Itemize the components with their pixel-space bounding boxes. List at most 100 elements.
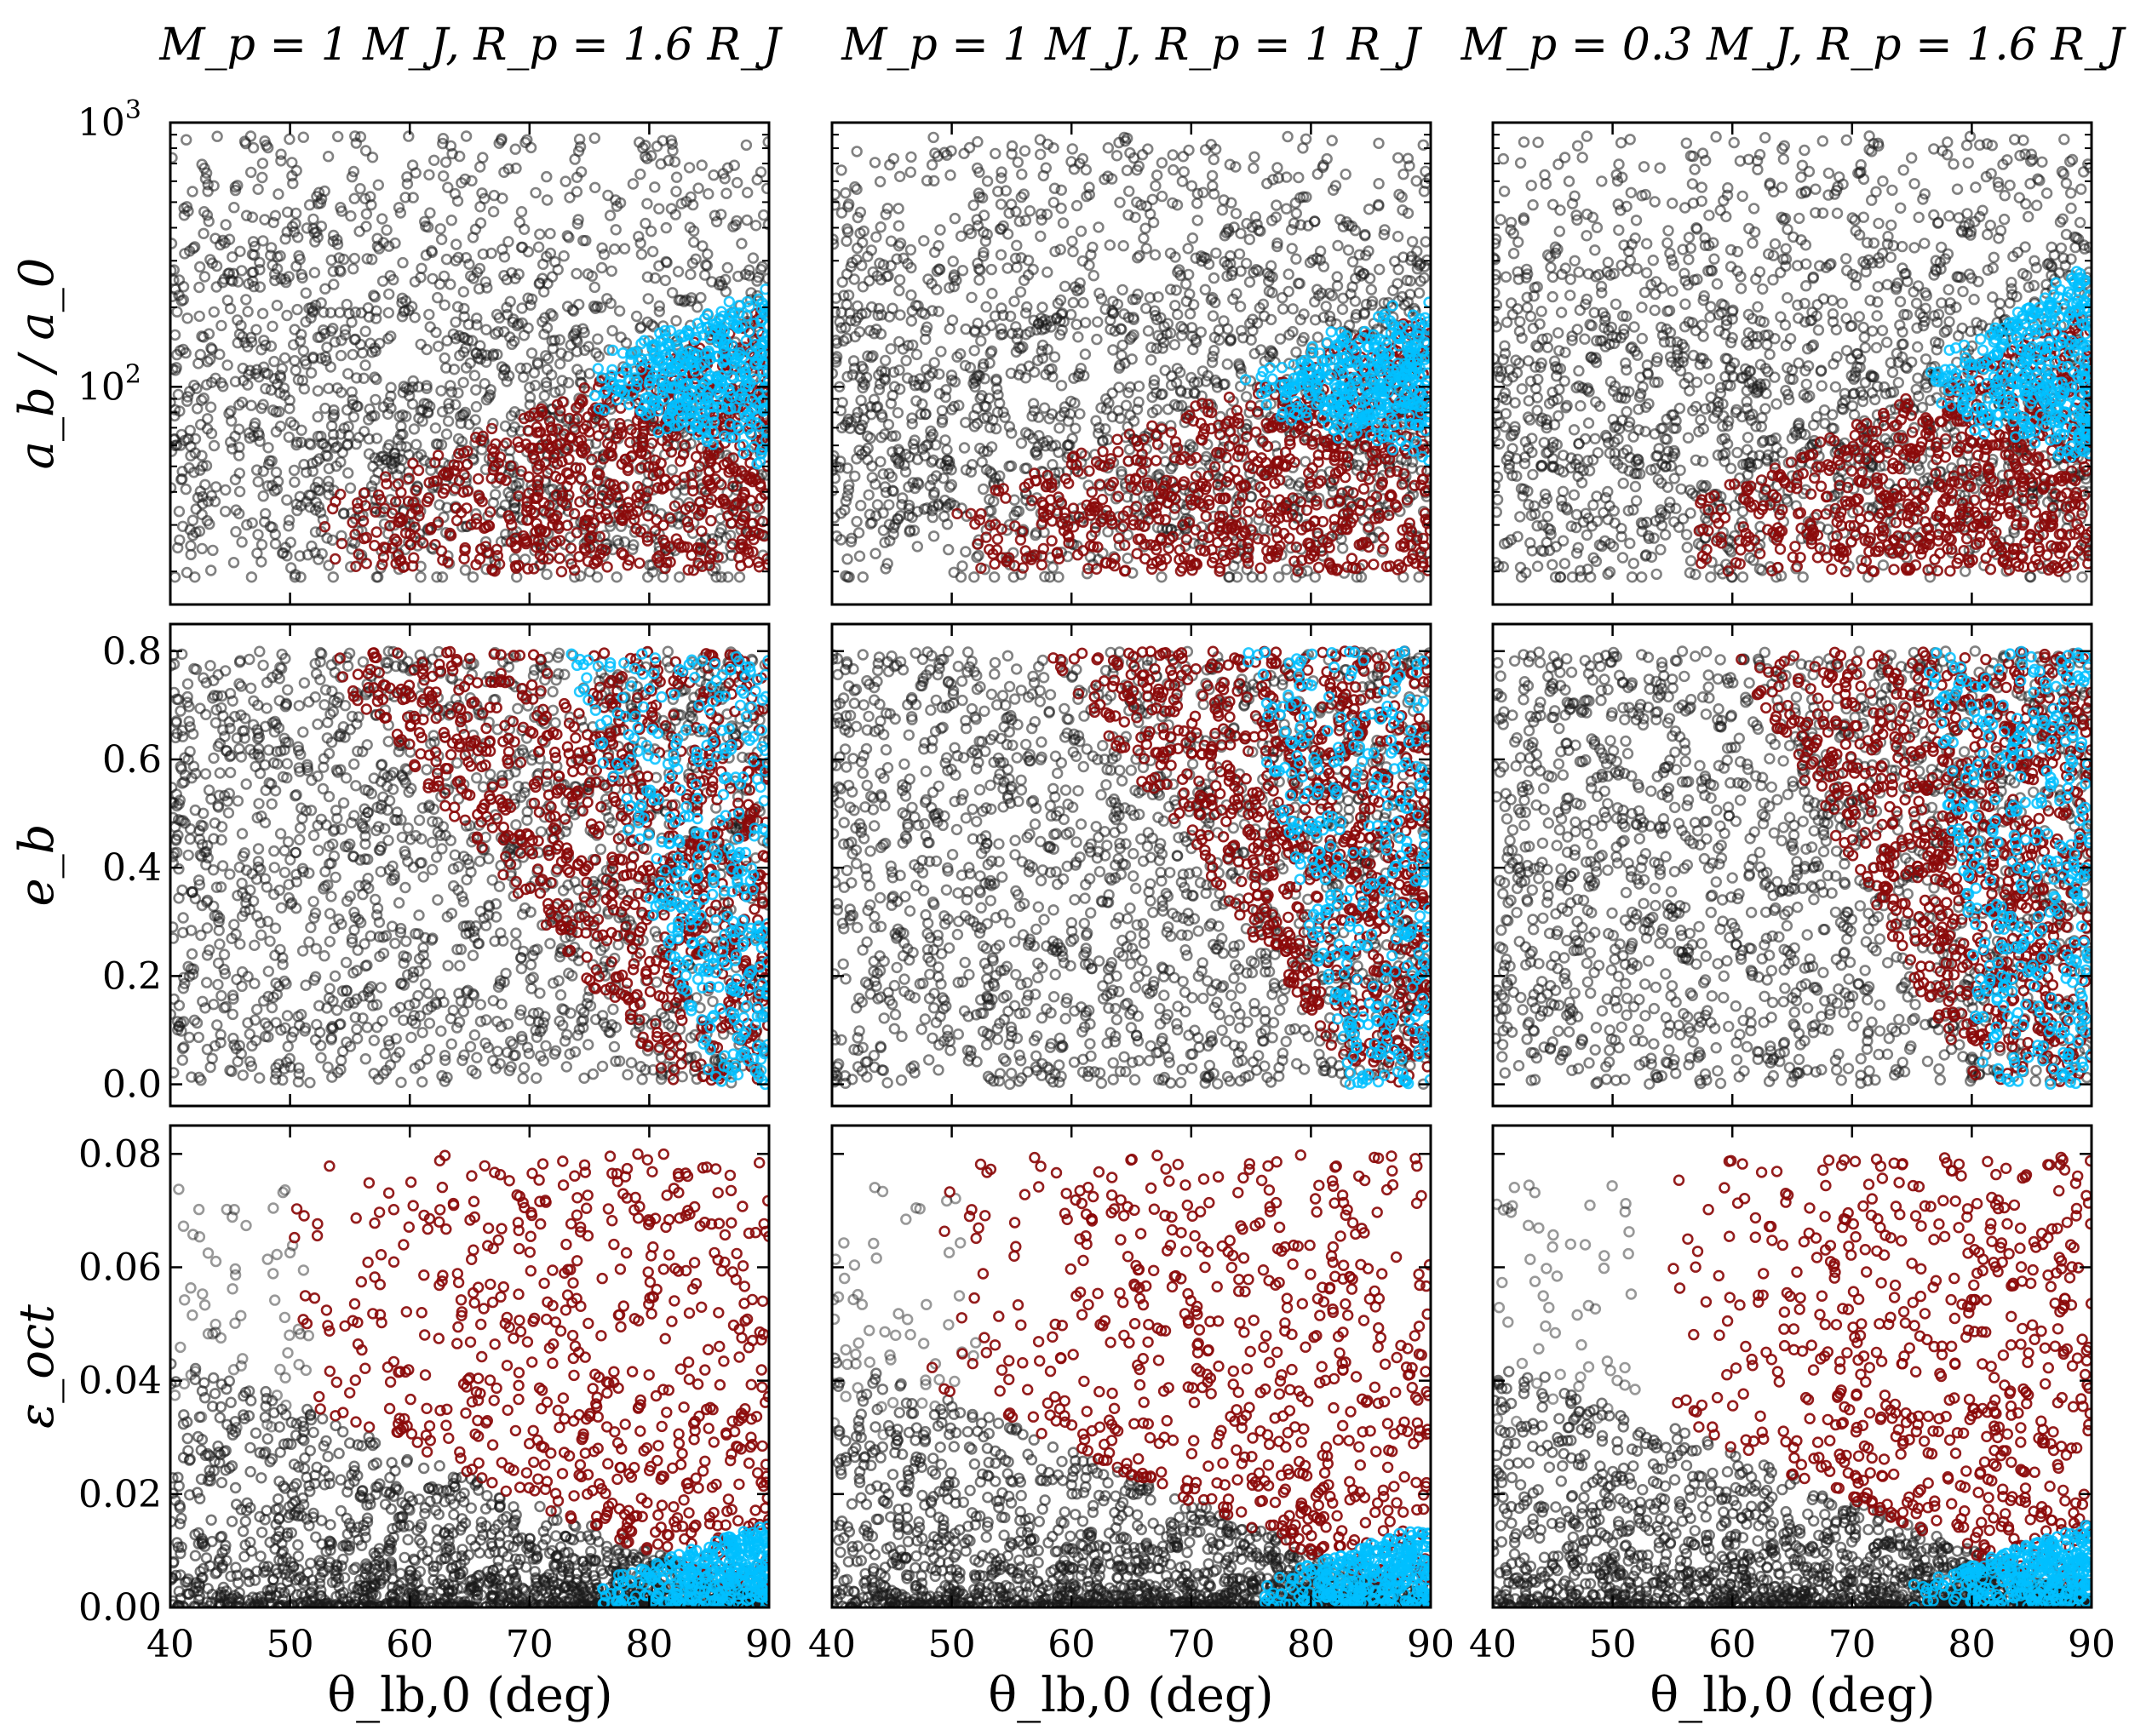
bg-point xyxy=(618,243,631,255)
bg-point xyxy=(433,341,445,352)
red-point xyxy=(532,442,544,454)
bg-point xyxy=(214,348,226,360)
bg-point xyxy=(1277,303,1289,315)
bg-point xyxy=(288,339,300,351)
bg-point xyxy=(1055,202,1067,215)
bg-point xyxy=(325,254,337,266)
red-point xyxy=(706,482,718,494)
bg-point xyxy=(1413,571,1425,583)
red-point xyxy=(327,502,339,515)
red-point xyxy=(634,557,646,570)
bg-point xyxy=(1185,371,1197,384)
bg-point xyxy=(921,175,933,186)
bg-point xyxy=(1112,404,1124,417)
bg-point xyxy=(274,370,286,381)
bg-point xyxy=(978,226,990,238)
bg-point xyxy=(848,273,860,285)
bg-point xyxy=(1064,395,1077,408)
bg-point xyxy=(278,547,290,559)
bg-point xyxy=(541,170,553,183)
bg-point xyxy=(1248,162,1260,175)
bg-point xyxy=(1200,252,1212,265)
cyan-point xyxy=(598,387,611,399)
bg-point xyxy=(592,450,604,463)
bg-point xyxy=(268,355,280,368)
bg-point xyxy=(491,348,503,360)
cyan-point xyxy=(715,375,727,387)
bg-point xyxy=(306,301,318,314)
bg-point xyxy=(567,329,579,342)
bg-point xyxy=(208,180,220,192)
bg-point xyxy=(1373,263,1386,276)
bg-point xyxy=(334,264,346,277)
red-point xyxy=(421,496,433,507)
bg-point xyxy=(642,293,654,305)
bg-point xyxy=(204,564,217,576)
bg-point xyxy=(351,372,363,384)
bg-point xyxy=(985,441,998,453)
bg-point xyxy=(1116,468,1128,480)
bg-point xyxy=(1206,169,1219,182)
bg-point xyxy=(944,481,956,493)
bg-point xyxy=(1176,329,1188,341)
bg-point xyxy=(479,276,491,288)
red-point xyxy=(1130,501,1143,513)
red-point xyxy=(1169,436,1182,448)
red-point xyxy=(1030,474,1042,487)
bg-point xyxy=(721,261,733,274)
bg-point xyxy=(1271,240,1283,253)
red-point xyxy=(1068,521,1080,533)
bg-point xyxy=(865,244,877,256)
bg-point xyxy=(641,271,654,284)
red-point xyxy=(459,544,471,557)
bg-point xyxy=(1077,296,1089,309)
cyan-point xyxy=(635,337,647,350)
bg-point xyxy=(633,231,645,243)
bg-point xyxy=(269,209,282,222)
bg-point xyxy=(257,361,270,373)
bg-point xyxy=(893,274,906,286)
bg-point xyxy=(327,235,340,248)
bg-point xyxy=(209,481,222,493)
bg-point xyxy=(343,307,355,320)
bg-point xyxy=(1079,348,1092,360)
bg-point xyxy=(1330,318,1342,330)
bg-point xyxy=(610,194,622,206)
red-point xyxy=(1308,550,1320,563)
red-point xyxy=(555,565,568,578)
red-point xyxy=(485,506,496,518)
bg-point xyxy=(197,460,209,473)
bg-point xyxy=(1138,232,1150,244)
bg-point xyxy=(641,152,653,164)
bg-point xyxy=(314,507,327,519)
bg-point xyxy=(349,333,362,346)
bg-point xyxy=(1015,437,1028,450)
bg-point xyxy=(926,505,938,517)
bg-point xyxy=(610,224,622,236)
bg-point xyxy=(401,178,414,190)
bg-point xyxy=(945,478,958,491)
red-point xyxy=(569,564,581,576)
red-point xyxy=(635,445,647,458)
red-point xyxy=(335,488,347,501)
bg-point xyxy=(348,252,361,265)
bg-point xyxy=(883,467,895,479)
bg-point xyxy=(242,379,254,391)
bg-point xyxy=(733,571,746,583)
bg-point xyxy=(383,288,395,301)
bg-point xyxy=(317,513,330,526)
bg-point xyxy=(193,281,205,294)
bg-point xyxy=(1116,349,1128,362)
red-point xyxy=(1117,520,1129,532)
bg-point xyxy=(259,135,271,147)
bg-point xyxy=(1378,228,1390,241)
bg-point xyxy=(473,283,485,295)
red-point xyxy=(748,533,760,546)
bg-point xyxy=(1188,299,1200,311)
bg-point xyxy=(171,541,184,554)
bg-point xyxy=(1036,214,1047,226)
bg-point xyxy=(1196,390,1208,402)
red-point xyxy=(678,471,691,484)
bg-point xyxy=(1272,571,1285,583)
bg-point xyxy=(1048,182,1061,194)
